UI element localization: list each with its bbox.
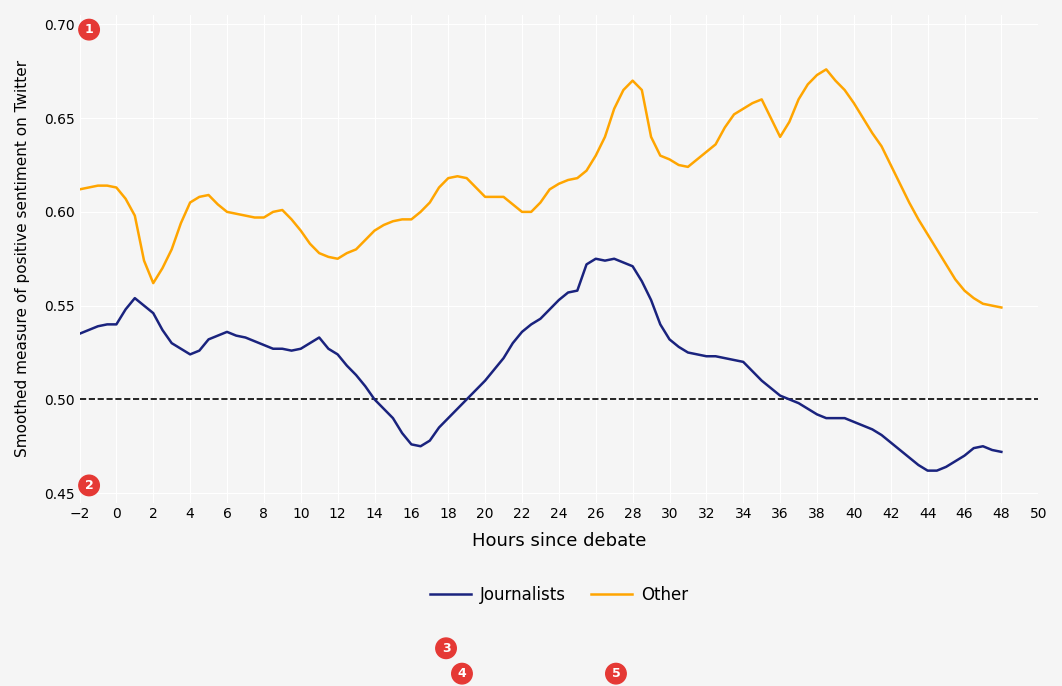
Journalists (73, 330, 86, 338)
Other (73, 185, 86, 193)
Text: 1: 1 (85, 23, 93, 36)
Other (995, 303, 1008, 311)
Other (718, 123, 731, 132)
Other (497, 193, 510, 201)
Journalists (727, 356, 740, 364)
Other (820, 65, 833, 73)
Journalists (921, 466, 933, 475)
Line: Journalists: Journalists (80, 259, 1001, 471)
Journalists (138, 302, 151, 310)
Legend: Journalists, Other: Journalists, Other (423, 579, 695, 611)
Journalists (774, 392, 787, 400)
Journalists (995, 448, 1008, 456)
Text: 5: 5 (612, 667, 620, 680)
Text: 2: 2 (85, 479, 93, 492)
Journalists (635, 277, 648, 285)
Other (627, 77, 639, 85)
Text: 3: 3 (442, 642, 450, 654)
Other (304, 239, 316, 248)
Y-axis label: Smoothed measure of positive sentiment on Twitter: Smoothed measure of positive sentiment o… (15, 60, 30, 458)
Other (138, 257, 151, 265)
Journalists (589, 255, 602, 263)
Journalists (304, 339, 316, 347)
Other (765, 114, 777, 122)
X-axis label: Hours since debate: Hours since debate (472, 532, 646, 550)
Journalists (497, 354, 510, 362)
Line: Other: Other (80, 69, 1001, 307)
Text: 4: 4 (458, 667, 466, 680)
